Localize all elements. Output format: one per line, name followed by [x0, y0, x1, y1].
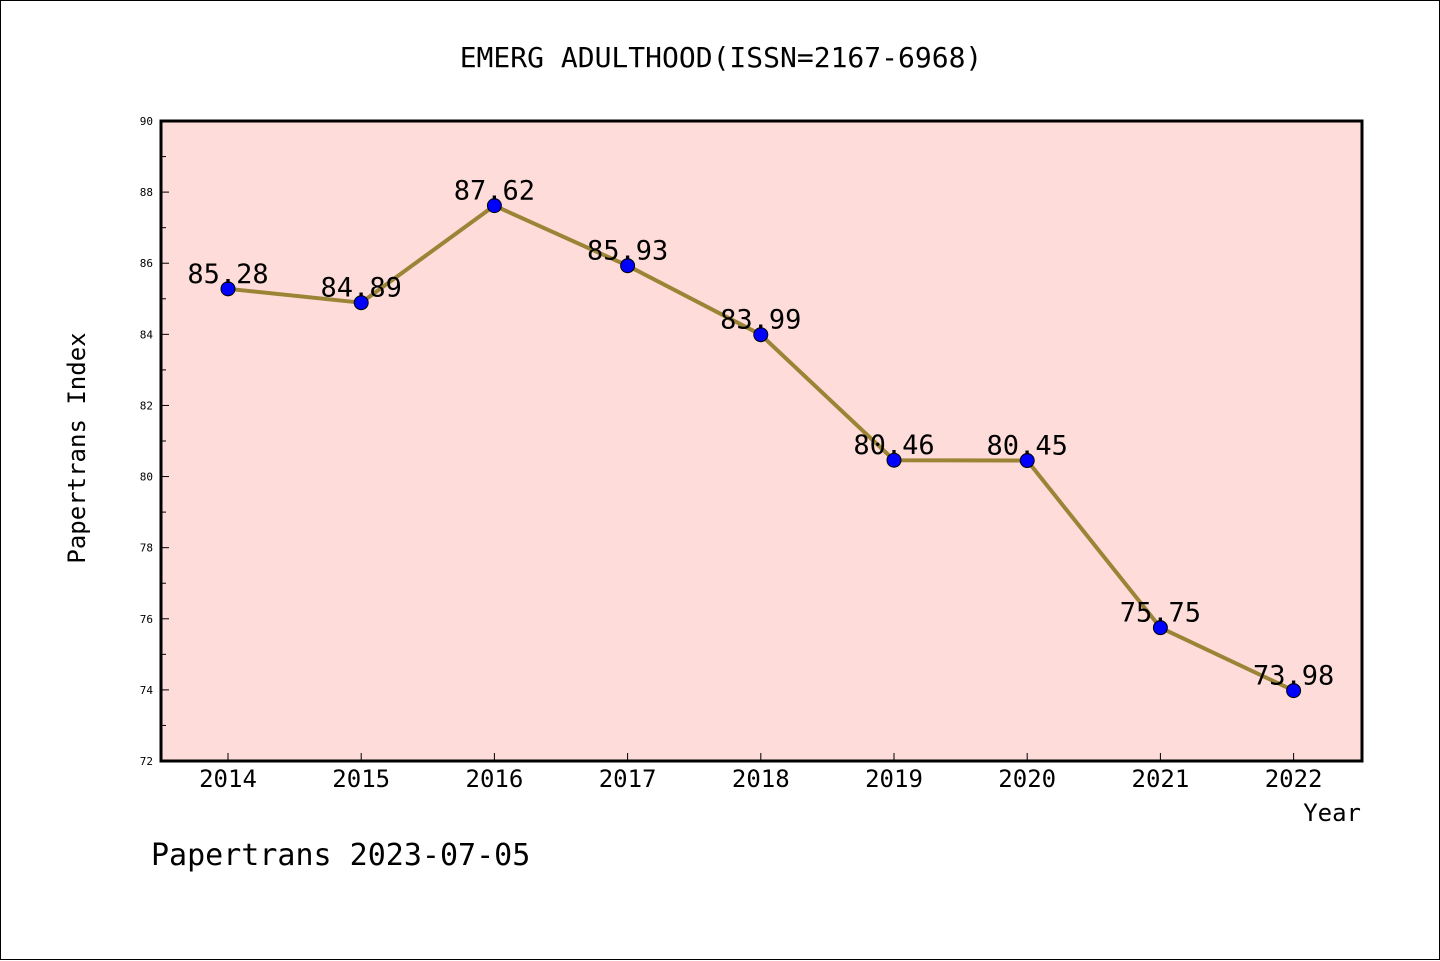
data-label: 75.75: [1120, 598, 1201, 629]
chart-title: EMERG ADULTHOOD(ISSN=2167-6968): [460, 41, 983, 74]
data-label: 87.62: [454, 176, 535, 207]
y-tick-label: 86: [140, 257, 153, 270]
data-label: 80.46: [853, 430, 934, 461]
y-axis-label: Papertrans Index: [63, 332, 91, 563]
x-axis-label: Year: [1303, 799, 1361, 827]
x-tick-label: 2018: [732, 765, 790, 793]
x-tick-label: 2021: [1132, 765, 1190, 793]
data-point: [753, 327, 769, 343]
data-point: [1019, 453, 1035, 469]
x-tick-label: 2016: [466, 765, 524, 793]
data-label: 84.89: [321, 273, 402, 304]
data-point: [220, 281, 236, 297]
y-tick-label: 74: [140, 684, 154, 697]
x-axis: 2014 2015 2016 2017 2018 2019 2020 2021 2022: [199, 753, 1322, 793]
data-point: [353, 295, 369, 311]
data-label: 83.99: [720, 305, 801, 336]
x-tick-label: 2022: [1265, 765, 1323, 793]
data-point: [886, 452, 902, 468]
y-tick-label: 78: [140, 542, 153, 555]
y-tick-label: 90: [140, 115, 153, 128]
y-tick-label: 72: [140, 755, 153, 768]
x-tick-label: 2014: [199, 765, 257, 793]
y-tick-label: 76: [140, 613, 153, 626]
data-point: [620, 258, 636, 274]
x-tick-label: 2019: [865, 765, 923, 793]
y-axis: 72 74 76 78 80 82 84 86 88 90: [140, 115, 169, 768]
data-point: [486, 198, 502, 214]
y-tick-label: 82: [140, 399, 153, 412]
y-tick-label: 84: [140, 328, 154, 341]
x-tick-label: 2015: [332, 765, 390, 793]
y-tick-label: 80: [140, 471, 153, 484]
data-label: 85.28: [187, 259, 268, 290]
data-point: [1286, 683, 1302, 699]
data-point: [1152, 620, 1168, 636]
plot-area: [159, 119, 1364, 763]
data-series: [220, 198, 1302, 699]
data-labels: 85.28 84.89 87.62 85.93 83.99 80.46 80.45 75.75…: [187, 176, 1334, 692]
data-label: 80.45: [987, 431, 1068, 462]
data-label: 73.98: [1253, 661, 1334, 692]
x-tick-label: 2020: [998, 765, 1056, 793]
footer-credit: Papertrans 2023-07-05: [151, 838, 530, 873]
y-tick-label: 88: [140, 186, 153, 199]
data-label: 85.93: [587, 236, 668, 267]
x-tick-label: 2017: [599, 765, 657, 793]
